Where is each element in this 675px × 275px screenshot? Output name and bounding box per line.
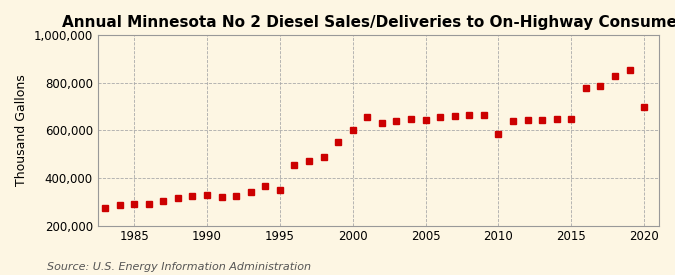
Title: Annual Minnesota No 2 Diesel Sales/Deliveries to On-Highway Consumers: Annual Minnesota No 2 Diesel Sales/Deliv…	[63, 15, 675, 30]
Y-axis label: Thousand Gallons: Thousand Gallons	[15, 75, 28, 186]
Text: Source: U.S. Energy Information Administration: Source: U.S. Energy Information Administ…	[47, 262, 311, 272]
